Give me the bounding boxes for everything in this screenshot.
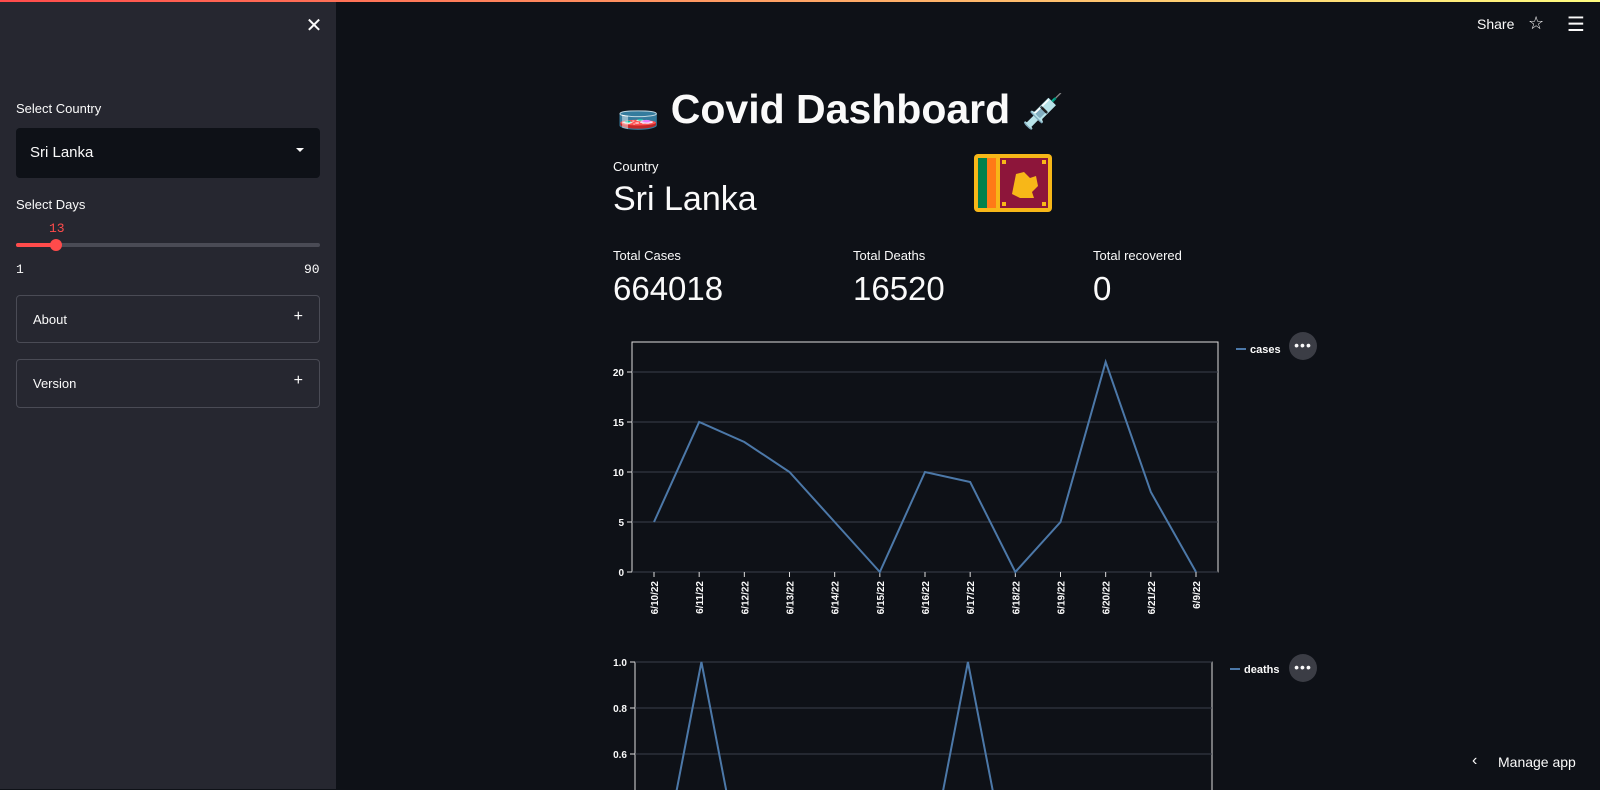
total-deaths-label: Total Deaths	[853, 248, 926, 263]
cases-chart-y-tick-label: 15	[613, 418, 625, 429]
cases-chart-x-tick-label: 6/16/22	[921, 581, 932, 615]
hamburger-menu-icon[interactable]: ☰	[1567, 14, 1585, 36]
plus-icon: +	[293, 372, 303, 389]
days-slider-max: 90	[304, 262, 320, 277]
cases-chart-series-line	[653, 358, 1197, 574]
cases-chart-plot-frame	[631, 341, 1219, 573]
total-recovered-label: Total recovered	[1093, 248, 1182, 263]
country-select-value: Sri Lanka	[30, 144, 94, 161]
deaths-chart: 0.6 0.8 1.0 deaths	[613, 658, 1279, 790]
deaths-chart-y-tick-label: 1.0	[613, 658, 627, 669]
sidebar: ✕ Select Country Sri Lanka Select Days 1…	[0, 0, 336, 789]
cases-chart-y-tick-label: 5	[618, 518, 624, 529]
cases-chart-legend-label: cases	[1250, 344, 1281, 356]
cases-chart-x-tick-label: 6/10/22	[650, 581, 661, 615]
deaths-chart-legend-label: deaths	[1244, 664, 1279, 676]
select-country-label: Select Country	[16, 101, 102, 116]
cases-chart-x-tick-label: 6/14/22	[831, 581, 842, 615]
total-cases-value: 664018	[613, 270, 724, 307]
select-days-label: Select Days	[16, 197, 86, 212]
cases-chart-x-tick-label: 6/12/22	[740, 581, 751, 615]
about-expander[interactable]: About +	[16, 295, 320, 343]
petri-dish-icon: 🧫	[617, 93, 660, 131]
deaths-chart-y-tick-label: 0.6	[613, 750, 627, 761]
star-icon[interactable]: ☆	[1528, 13, 1545, 33]
cases-chart-y-tick-label: 10	[613, 468, 625, 479]
total-cases-label: Total Cases	[613, 248, 681, 263]
sri-lanka-flag	[974, 154, 1052, 212]
cases-chart-x-tick-label: 6/9/22	[1192, 581, 1203, 609]
cases-chart-y-tick-label: 20	[613, 368, 625, 379]
days-slider-thumb[interactable]	[50, 239, 62, 251]
cases-chart-x-tick-label: 6/21/22	[1147, 581, 1158, 615]
country-select[interactable]: Sri Lanka	[16, 128, 320, 178]
cases-chart-menu-button[interactable]: •••	[1289, 332, 1317, 360]
chevron-down-icon	[296, 148, 304, 152]
days-slider-track[interactable]	[16, 243, 320, 247]
plus-icon: +	[293, 308, 303, 325]
close-sidebar-button[interactable]: ✕	[302, 14, 326, 38]
manage-app-button[interactable]: Manage app	[1498, 754, 1576, 770]
cases-chart-x-tick-label: 6/20/22	[1102, 581, 1113, 615]
close-icon: ✕	[305, 15, 323, 37]
version-expander[interactable]: Version +	[16, 359, 320, 408]
total-recovered-value: 0	[1093, 270, 1112, 307]
deaths-chart-series-line	[675, 661, 994, 790]
top-decoration-line	[0, 0, 1600, 2]
cases-chart-x-tick-label: 6/19/22	[1057, 581, 1068, 615]
share-button[interactable]: Share	[1477, 16, 1515, 32]
deaths-chart-menu-button[interactable]: •••	[1289, 654, 1317, 682]
cases-chart-x-tick-label: 6/15/22	[876, 581, 887, 615]
country-label: Country	[613, 159, 659, 174]
cases-chart-x-tick-label: 6/13/22	[786, 581, 797, 615]
page-title-text: Covid Dashboard	[670, 86, 1011, 132]
days-slider-min: 1	[16, 262, 24, 277]
version-expander-label: Version	[33, 376, 77, 391]
cases-chart-x-tick-label: 6/18/22	[1011, 581, 1022, 615]
deaths-chart-y-tick-label: 0.8	[613, 704, 627, 715]
cases-chart-y-tick-label: 0	[618, 568, 624, 579]
cases-chart-x-tick-label: 6/11/22	[695, 581, 706, 614]
cases-chart: 0 5 10 15 20 6/10/22 6/11/22 6/12/22 6/13/22 6/14…	[613, 341, 1281, 615]
days-slider-fill	[16, 243, 57, 247]
cases-chart-x-tick-label: 6/17/22	[966, 581, 977, 615]
country-value: Sri Lanka	[613, 180, 757, 218]
page-title: 🧫 Covid Dashboard 💉	[617, 86, 1064, 133]
total-deaths-value: 16520	[853, 270, 945, 307]
about-expander-label: About	[33, 312, 67, 327]
chevron-left-icon[interactable]: ‹	[1472, 752, 1478, 769]
syringe-icon: 💉	[1021, 93, 1064, 131]
days-slider-value: 13	[49, 221, 65, 236]
